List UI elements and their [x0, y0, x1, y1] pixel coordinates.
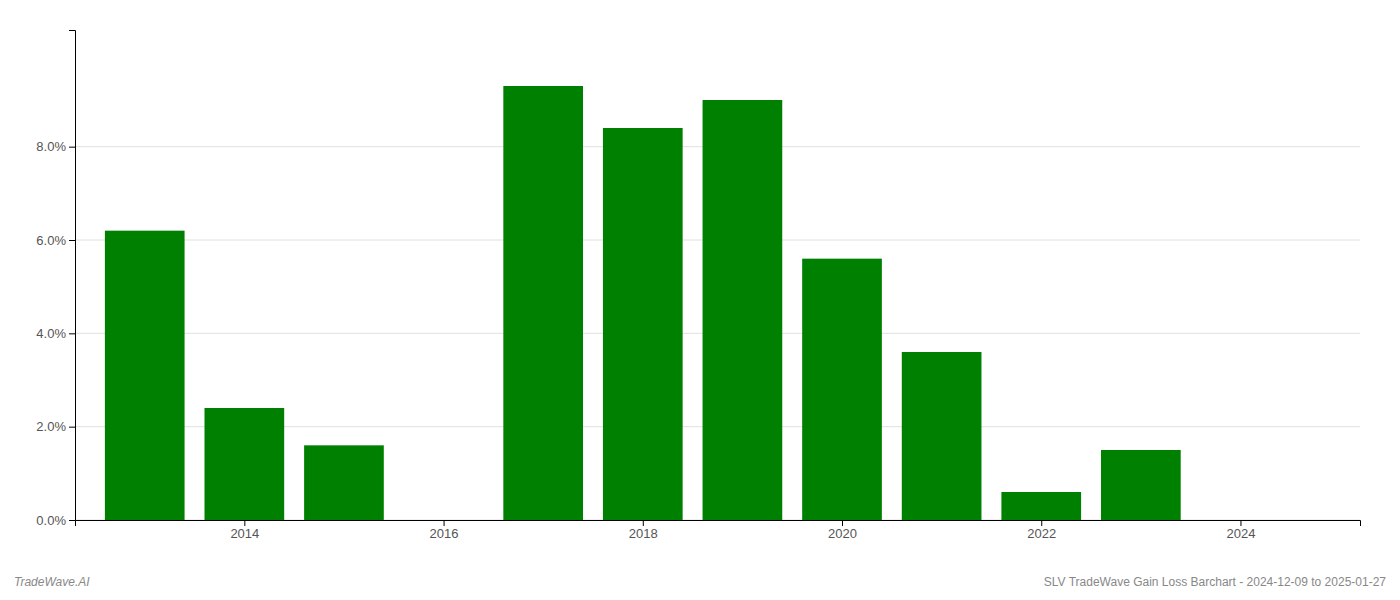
chart-container: 0.0% 2.0% 4.0% 6.0% 8.0% 2014 2016 2018 2020 2022… [0, 0, 1400, 600]
bar [1001, 492, 1081, 520]
x-tick-label: 2022 [1027, 526, 1056, 541]
y-axis-line [69, 31, 76, 521]
plot-area: 0.0% 2.0% 4.0% 6.0% 8.0% 2014 2016 2018 2020 2022… [36, 31, 1360, 542]
bar [703, 100, 783, 520]
bar [802, 259, 882, 520]
x-tick: 2018 [629, 520, 658, 541]
x-tick-mark [244, 520, 245, 526]
y-tick-mark [69, 240, 75, 241]
y-tick-mark [69, 147, 75, 148]
x-tick-label: 2018 [629, 526, 658, 541]
y-tick-label: 8.0% [36, 139, 66, 154]
x-tick-mark [444, 520, 445, 526]
bar [503, 86, 583, 520]
bar [603, 128, 683, 520]
y-tick-label: 6.0% [36, 233, 66, 248]
x-axis-line [76, 521, 1361, 527]
y-tick-mark [69, 333, 75, 334]
y-tick: 4.0% [36, 326, 75, 341]
bar [902, 352, 982, 520]
x-tick: 2016 [430, 520, 459, 541]
y-tick-label: 0.0% [36, 513, 66, 528]
y-tick: 2.0% [36, 419, 75, 434]
x-tick-mark [842, 520, 843, 526]
bar [1101, 450, 1181, 520]
y-tick-mark [69, 427, 75, 428]
x-tick-label: 2014 [230, 526, 259, 541]
x-tick-mark [1041, 520, 1042, 526]
y-tick: 8.0% [36, 139, 75, 154]
x-tick-mark [643, 520, 644, 526]
x-tick-label: 2020 [828, 526, 857, 541]
x-tick: 2020 [828, 520, 857, 541]
y-tick: 6.0% [36, 233, 75, 248]
chart-svg: 0.0% 2.0% 4.0% 6.0% 8.0% 2014 2016 2018 2020 2022… [0, 0, 1400, 600]
x-tick-label: 2016 [430, 526, 459, 541]
footer-annotation: TradeWave.AI [14, 575, 90, 589]
y-tick-label: 4.0% [36, 326, 66, 341]
x-tick-label: 2024 [1227, 526, 1256, 541]
y-tick: 0.0% [36, 513, 75, 528]
y-tick-mark [69, 520, 75, 521]
bar [105, 231, 185, 520]
bar [204, 408, 284, 520]
bars [105, 86, 1181, 520]
x-tick: 2014 [230, 520, 259, 541]
bar [304, 445, 384, 520]
x-axis: 2014 2016 2018 2020 2022 2024 [76, 520, 1361, 541]
x-tick: 2024 [1227, 520, 1256, 541]
y-tick-label: 2.0% [36, 419, 66, 434]
y-axis: 0.0% 2.0% 4.0% 6.0% 8.0% [36, 31, 75, 528]
x-tick-mark [1240, 520, 1241, 526]
x-tick: 2022 [1027, 520, 1056, 541]
footer-annotation: SLV TradeWave Gain Loss Barchart - 2024-… [1044, 575, 1387, 589]
